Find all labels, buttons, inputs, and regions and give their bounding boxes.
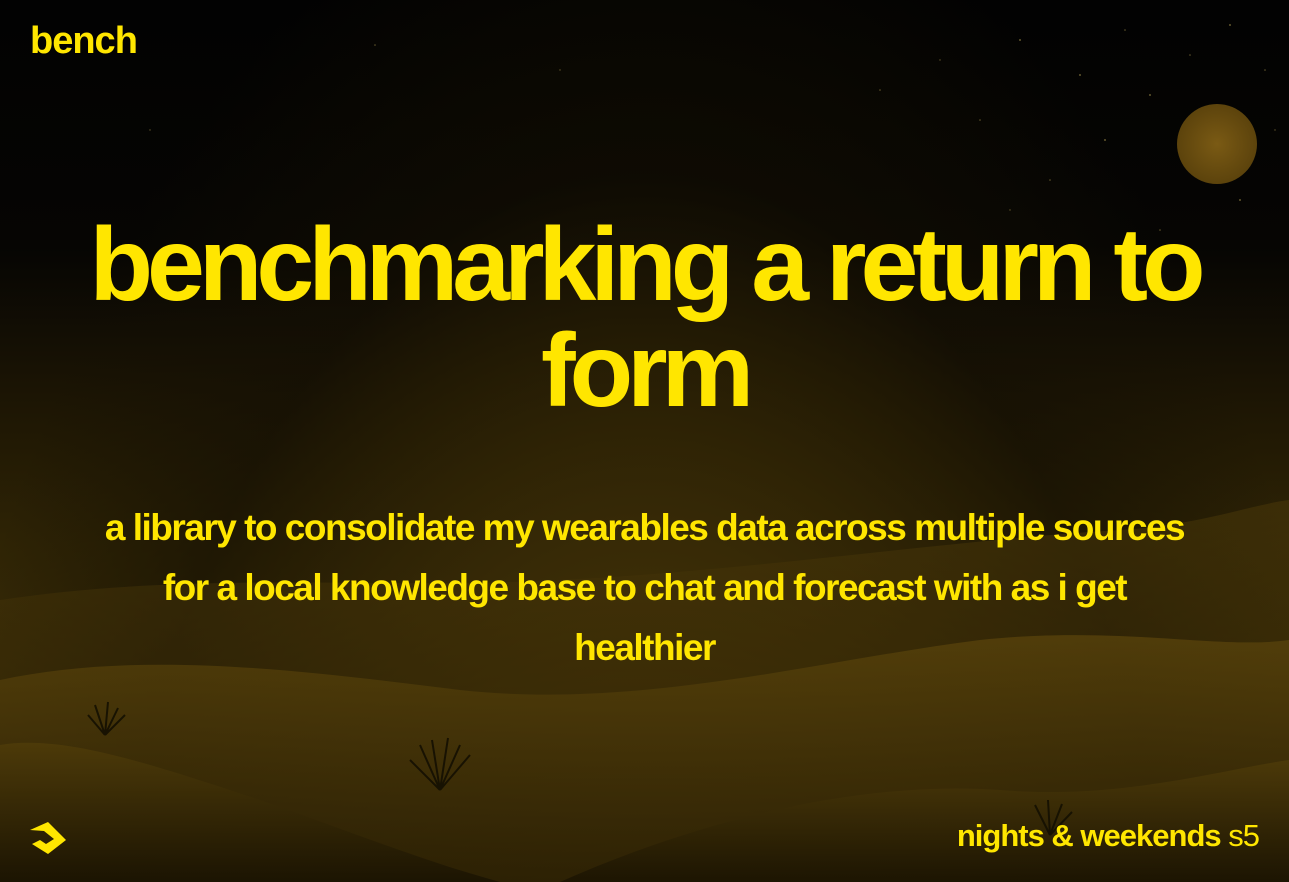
slide-title: benchmarking a return to form <box>89 207 1206 429</box>
footer-program: nights & weekends s5 <box>956 818 1260 854</box>
program-name: nights & weekends <box>956 818 1222 853</box>
slide-subtitle: a library to consolidate my wearables da… <box>104 507 1186 668</box>
desert-shrubs <box>87 701 1073 836</box>
brand-name: bench <box>30 20 138 62</box>
season-label: s5 <box>1228 818 1260 853</box>
stars <box>149 24 1276 231</box>
moon <box>1177 104 1257 184</box>
buildspace-logo-icon <box>30 822 66 854</box>
